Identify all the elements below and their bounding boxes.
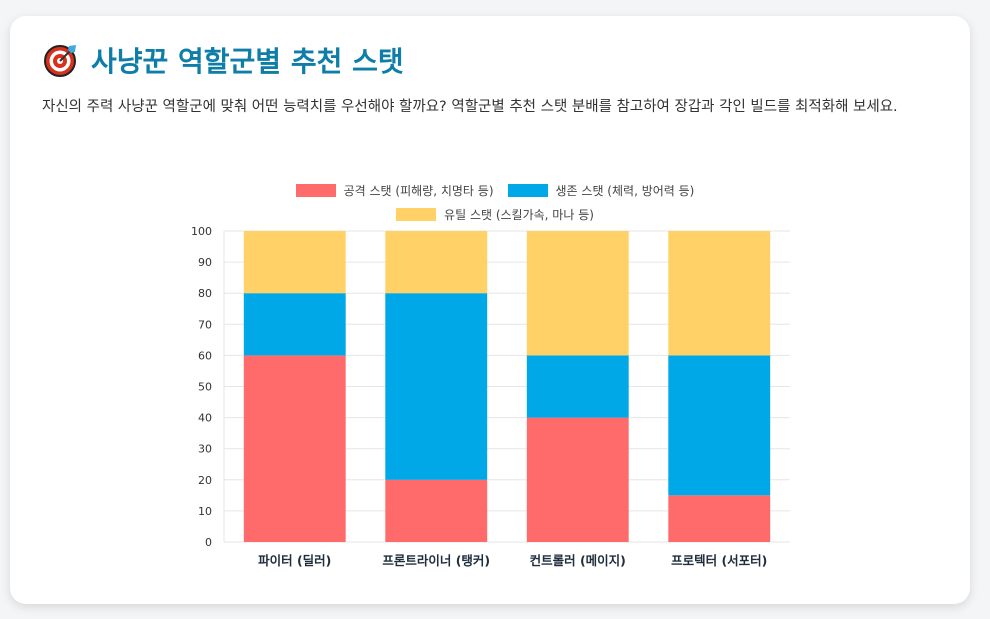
y-tick-label: 60 <box>198 349 212 362</box>
bar-segment[interactable] <box>526 355 629 418</box>
y-tick-label: 10 <box>198 505 212 518</box>
legend-item-attack[interactable]: 공격 스탯 (피해량, 치명타 등) <box>295 182 494 199</box>
x-tick-label: 컨트롤러 (메이지) <box>530 553 626 568</box>
chart-card: 사냥꾼 역할군별 추천 스탯 자신의 주력 사냥꾼 역할군에 맞춰 어떤 능력치… <box>10 16 970 604</box>
bar-segment[interactable] <box>243 231 346 294</box>
target-icon <box>44 45 76 77</box>
page-title: 사냥꾼 역할군별 추천 스탯 <box>91 45 404 78</box>
bar-segment[interactable] <box>385 293 488 480</box>
y-tick-label: 20 <box>198 474 212 487</box>
y-tick-label: 100 <box>191 225 212 238</box>
y-tick-label: 90 <box>198 256 212 269</box>
bar-segment[interactable] <box>668 231 771 356</box>
legend-item-survival[interactable]: 생존 스탯 (체력, 방어력 등) <box>507 182 695 199</box>
y-tick-label: 50 <box>198 381 212 394</box>
bar-segment[interactable] <box>243 355 346 542</box>
header: 사냥꾼 역할군별 추천 스탯 <box>43 40 404 80</box>
x-tick-label: 파이터 (딜러) <box>258 553 331 568</box>
y-tick-label: 80 <box>198 287 212 300</box>
legend-swatch <box>507 183 548 197</box>
y-tick-label: 40 <box>198 412 212 425</box>
bar-segment[interactable] <box>385 479 488 542</box>
page-description: 자신의 주력 사냥꾼 역할군에 맞춰 어떤 능력치를 우선해야 할까요? 역할군… <box>42 99 898 115</box>
legend-label: 생존 스탯 (체력, 방어력 등) <box>555 183 695 198</box>
legend-label: 공격 스탯 (피해량, 치명타 등) <box>343 183 494 198</box>
legend-swatch <box>396 207 437 221</box>
y-tick-label: 0 <box>205 536 212 549</box>
bar-segment[interactable] <box>668 495 771 542</box>
x-tick-label: 프론트라이너 (탱커) <box>382 553 490 568</box>
legend-label: 유틸 스탯 (스킬가속, 마나 등) <box>444 207 594 222</box>
y-tick-label: 70 <box>198 318 212 331</box>
legend-item-utility[interactable]: 유틸 스탯 (스킬가속, 마나 등) <box>396 206 594 223</box>
chart-legend: 공격 스탯 (피해량, 치명타 등) 생존 스탯 (체력, 방어력 등) 유틸 … <box>0 178 990 226</box>
bar-segment[interactable] <box>385 231 488 294</box>
bar-segment[interactable] <box>526 417 629 542</box>
bar-segment[interactable] <box>243 293 346 356</box>
bar-segment[interactable] <box>668 355 771 496</box>
legend-swatch <box>295 183 336 197</box>
bar-segment[interactable] <box>526 231 629 356</box>
y-tick-label: 30 <box>198 443 212 456</box>
x-tick-label: 프로텍터 (서포터) <box>671 553 767 568</box>
